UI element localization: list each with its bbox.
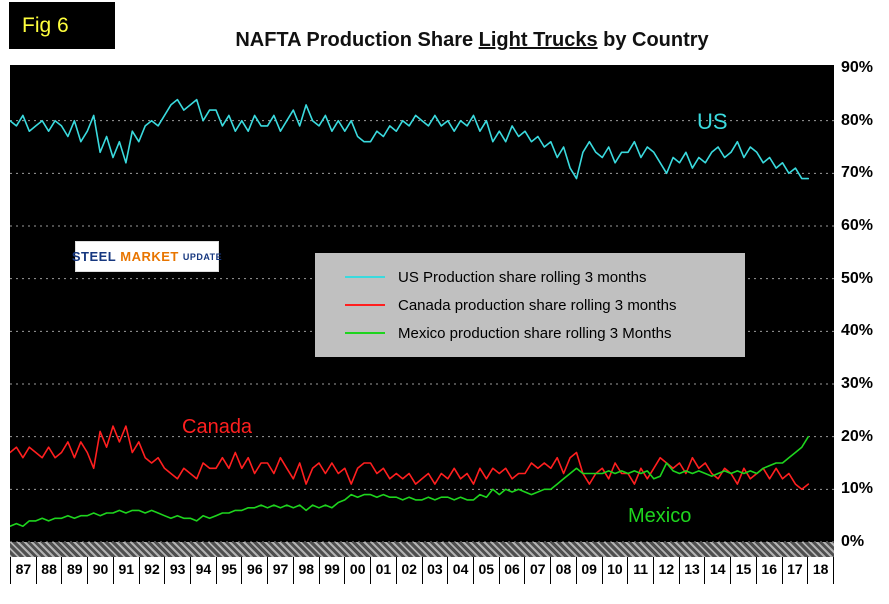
x-tick-label: 18 [807,557,833,584]
y-tick-label: 80% [841,111,874,129]
x-tick-label: 89 [61,557,87,584]
x-tick-label: 08 [550,557,576,584]
logo-word-steel: STEEL [71,249,117,264]
y-tick-label: 10% [841,480,874,498]
x-tick-label: 17 [781,557,808,584]
annotation-mexico: Mexico [628,505,692,527]
x-tick-label: 91 [112,557,139,584]
y-tick-label: 90% [841,59,874,76]
x-tick-label: 00 [344,557,370,584]
figure-label: Fig 6 [9,2,115,49]
title-part2: by Country [597,29,709,51]
page-title: NAFTA Production Share Light Trucks by C… [110,29,834,52]
legend-item: US Production share rolling 3 months [345,269,745,286]
plot-area: STEEL MARKET UPDATE US Production share … [10,65,834,557]
y-tick-label: 30% [841,375,874,392]
legend-swatch-canada [345,304,385,306]
legend-label: Canada production share rolling 3 months [398,296,677,314]
logo-word-update: UPDATE [182,251,223,262]
x-tick-label: 88 [35,557,62,584]
x-tick-label: 16 [755,557,782,584]
x-axis-labels: 87 88 89 90 91 92 93 94 95 96 97 98 99 00 01 02 03 04 05 06… [10,557,834,584]
x-tick-label: 96 [241,557,267,584]
series-line-mexico [10,435,810,528]
annotation-canada: Canada [182,416,253,438]
x-tick-label: 93 [164,557,190,584]
x-axis-base-hatch [10,542,834,557]
x-tick-label: 13 [678,557,705,584]
x-tick-label: 95 [215,557,242,584]
x-tick-label: 03 [421,557,448,584]
smu-logo: STEEL MARKET UPDATE [71,241,223,272]
x-tick-label: 12 [652,557,679,584]
x-tick-label: 15 [730,557,756,584]
x-tick-label: 07 [524,557,550,584]
x-tick-label: 05 [472,557,499,584]
legend-item: Canada production share rolling 3 months [345,297,745,314]
x-tick-label: 04 [447,557,473,584]
logo-word-market: MARKET [120,249,179,264]
title-underlined: Light Trucks [478,29,598,51]
legend: US Production share rolling 3 months Cana… [315,253,745,357]
x-tick-label: 87 [10,557,36,584]
y-tick-label: 60% [841,217,874,234]
annotation-us: US [697,109,728,134]
y-tick-label: 0% [841,533,865,550]
x-tick-label: 97 [267,557,293,584]
y-tick-label: 40% [841,322,874,340]
legend-swatch-mexico [345,332,385,334]
x-tick-label: 14 [704,557,730,584]
x-tick-label: 02 [395,557,422,584]
legend-swatch-us [345,276,385,278]
figure-label-text: Fig 6 [22,14,69,37]
x-tick-label: 90 [87,557,113,584]
y-tick-label: 50% [841,269,874,287]
x-tick-label: 98 [292,557,319,584]
series-line-us [10,98,810,180]
x-tick-label: 01 [370,557,396,584]
x-tick-label: 99 [318,557,345,584]
x-tick-label: 92 [138,557,165,584]
x-tick-label: 09 [575,557,602,584]
legend-item: Mexico production share rolling 3 Months [345,325,745,342]
x-tick-label: 11 [627,557,653,584]
title-part1: NAFTA Production Share [235,29,479,51]
x-tick-label: 06 [498,557,525,584]
legend-label: US Production share rolling 3 months [398,268,647,286]
x-tick-label: 94 [190,557,216,584]
y-tick-label: 70% [841,164,874,182]
y-tick-label: 20% [841,427,874,445]
legend-label: Mexico production share rolling 3 Months [398,324,672,342]
chart-canvas [10,98,834,543]
series-line-canada [10,425,810,491]
x-tick-label: 10 [601,557,628,584]
